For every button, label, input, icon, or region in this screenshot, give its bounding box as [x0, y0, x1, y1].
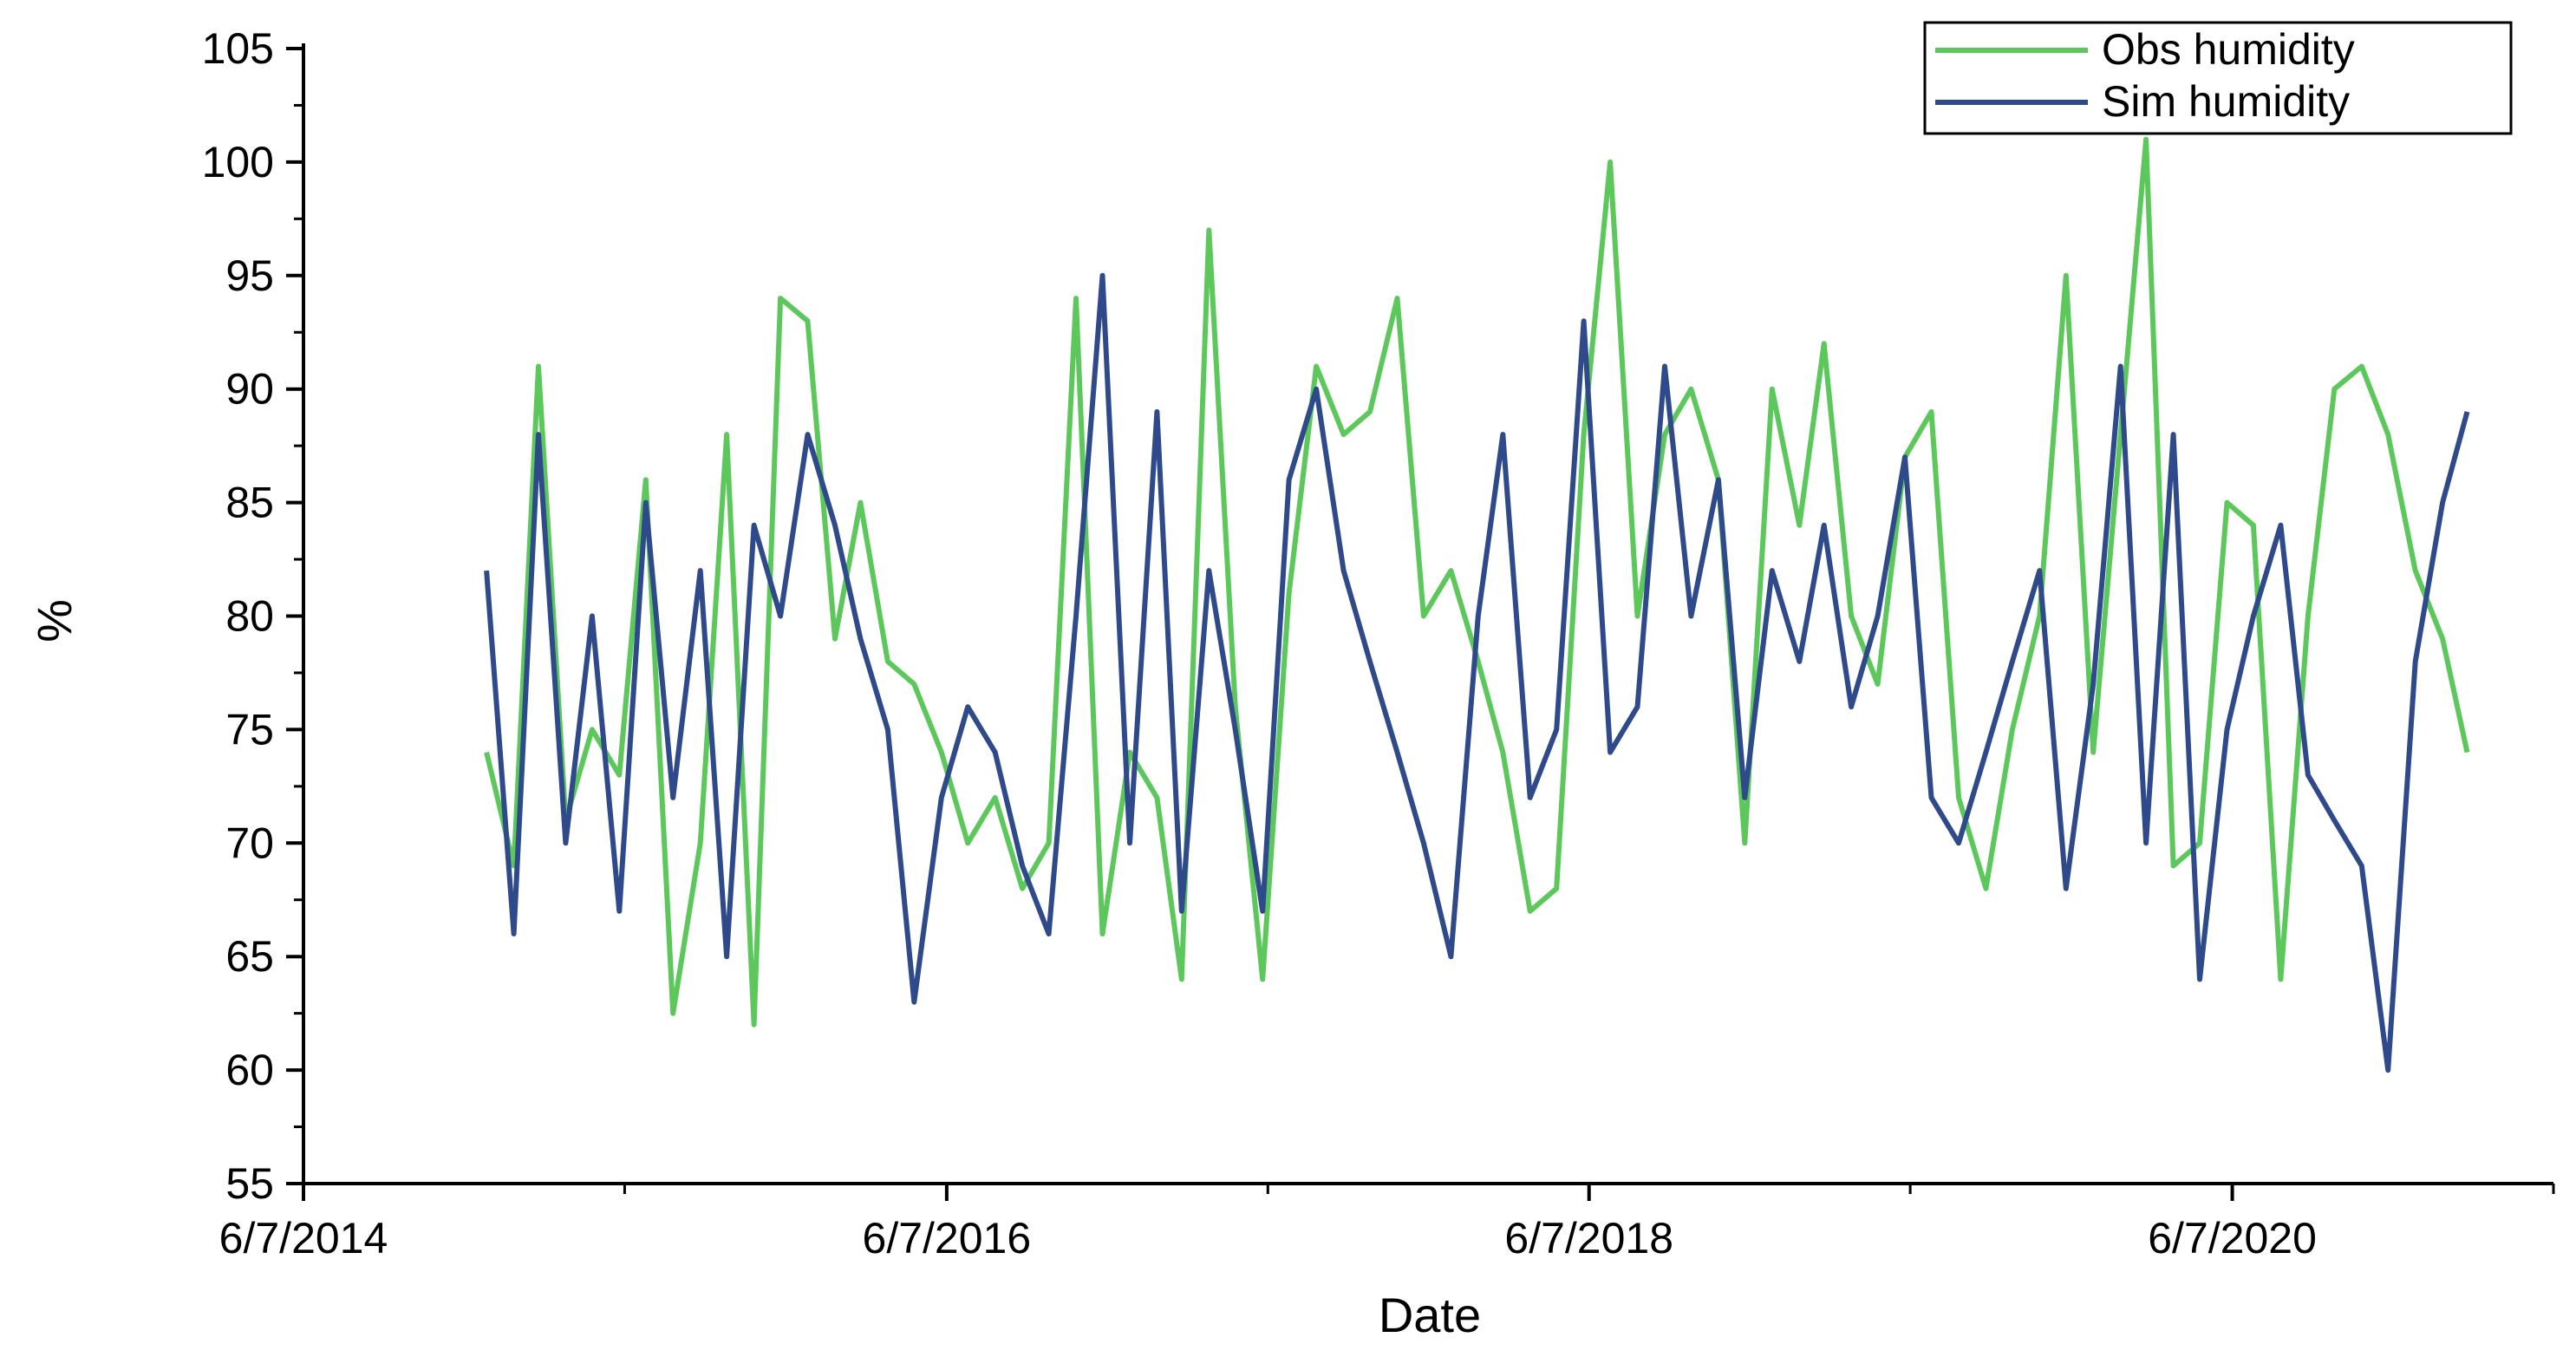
y-tick-label: 70: [225, 819, 274, 867]
y-tick-label: 85: [225, 479, 274, 527]
y-tick-label: 60: [225, 1046, 274, 1094]
x-tick-label: 6/7/2018: [1504, 1214, 1673, 1262]
x-tick-label: 6/7/2016: [863, 1214, 1032, 1262]
axes: [302, 43, 2553, 1185]
y-tick-label: 55: [225, 1159, 274, 1208]
y-tick-label: 100: [202, 138, 274, 186]
legend-entry-sim: Sim humidity: [2102, 77, 2350, 126]
y-tick-label: 90: [225, 365, 274, 414]
y-tick-label: 95: [225, 251, 274, 300]
legend: Obs humidity Sim humidity: [1923, 21, 2513, 135]
plot-lines: [484, 136, 2470, 1073]
x-axis-ticks: 6/7/2014 6/7/2016 6/7/2018 6/7/2020: [219, 1184, 2555, 1262]
series-line-obs: [484, 136, 2470, 1028]
x-tick-label: 6/7/2014: [219, 1214, 388, 1262]
y-tick-label: 75: [225, 705, 274, 754]
y-tick-label: 80: [225, 592, 274, 641]
series-line-sim: [484, 272, 2470, 1073]
y-tick-label: 105: [202, 24, 274, 73]
x-axis-label: Date: [1379, 1288, 1481, 1342]
y-axis-ticks: 55 60 65 70 75 80 85 90 95 100 105: [202, 24, 303, 1208]
y-tick-label: 65: [225, 932, 274, 981]
legend-entry-obs: Obs humidity: [2102, 25, 2355, 74]
legend-box: [1923, 21, 2513, 135]
y-axis-label: %: [27, 599, 82, 643]
x-tick-label: 6/7/2020: [2148, 1214, 2317, 1262]
